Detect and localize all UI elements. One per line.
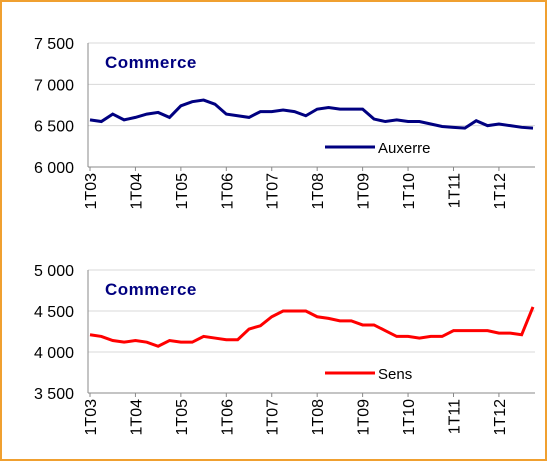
legend-label: Sens bbox=[378, 366, 412, 383]
y-tick-label: 3 500 bbox=[34, 386, 74, 403]
line bbox=[89, 306, 535, 348]
x-tick-label: 1T10 bbox=[401, 173, 418, 210]
y-tick-label: 7 000 bbox=[34, 77, 74, 94]
x-tick-label: 1T04 bbox=[128, 173, 145, 210]
y-tick-label: 4 000 bbox=[34, 345, 74, 362]
x-tick-label: 1T12 bbox=[492, 173, 509, 210]
x-tick-label: 1T11 bbox=[446, 173, 463, 208]
x-tick-label: 1T05 bbox=[174, 173, 191, 210]
x-tick-label: 1T05 bbox=[174, 399, 191, 436]
x-tick-label: 1T08 bbox=[310, 399, 327, 436]
chart-title: Commerce bbox=[105, 280, 197, 299]
x-tick-label: 1T07 bbox=[265, 173, 282, 210]
x-tick-label: 1T11 bbox=[446, 399, 463, 434]
y-tick-label: 5 000 bbox=[34, 263, 74, 280]
x-tick-label: 1T07 bbox=[265, 399, 282, 436]
x-tick-label: 1T08 bbox=[310, 173, 327, 210]
y-tick-label: 7 500 bbox=[34, 36, 74, 53]
x-tick-label: 1T04 bbox=[128, 399, 145, 436]
y-tick-label: 6 000 bbox=[34, 160, 74, 177]
line bbox=[89, 98, 534, 130]
x-tick-label: 1T10 bbox=[401, 399, 418, 436]
y-tick-label: 4 500 bbox=[34, 304, 74, 321]
x-tick-label: 1T03 bbox=[83, 173, 100, 210]
x-tick-label: 1T09 bbox=[356, 399, 373, 436]
x-tick-label: 1T06 bbox=[219, 399, 236, 436]
x-tick-label: 1T12 bbox=[492, 399, 509, 436]
y-tick-label: 6 500 bbox=[34, 119, 74, 136]
legend-label: Auxerre bbox=[378, 140, 431, 157]
x-tick-label: 1T09 bbox=[356, 173, 373, 210]
x-tick-label: 1T06 bbox=[219, 173, 236, 210]
x-tick-label: 1T03 bbox=[83, 399, 100, 436]
chart-title: Commerce bbox=[105, 53, 197, 72]
